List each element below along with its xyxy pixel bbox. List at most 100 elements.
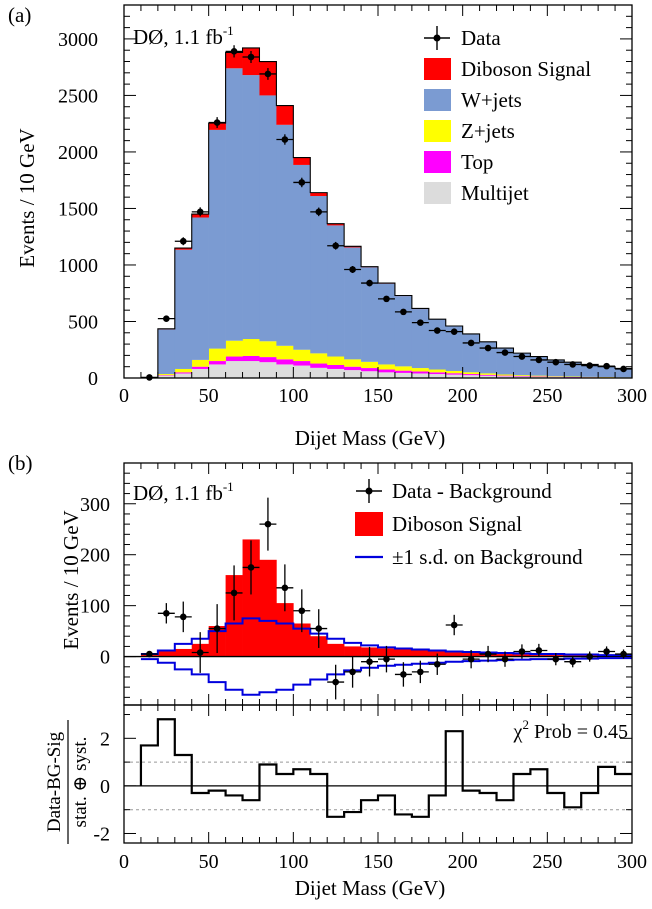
x-tick-label: 150 [363, 851, 393, 873]
panel-b-ratio-plot: 0 50 100 150 200 250 300 -2 0 2 χ2 Prob = 0.45 Da… [44, 704, 647, 900]
x-tick-label: 200 [448, 385, 478, 407]
panel-a-y-axis-title: Events / 10 GeV [15, 128, 39, 267]
y-tick-label: 2 [100, 728, 110, 750]
legend-label: Multijet [461, 181, 529, 205]
bar-multijet [327, 368, 345, 378]
panel-a-main-plot: 0 50 100 150 200 250 3000500100015002000250030… [15, 4, 647, 450]
bar-z-jets [513, 375, 531, 377]
bar-z-jets [310, 353, 328, 364]
bar-top [411, 371, 430, 374]
bar-top [428, 372, 447, 375]
panel-a-experiment-label: DØ, 1.1 fb-1 [133, 23, 234, 49]
bar-diboson-signal [157, 651, 176, 657]
x-tick-label: 150 [363, 385, 393, 407]
bar-diboson-signal [174, 648, 193, 657]
y-tick-label: 0 [100, 776, 110, 798]
bar-top [496, 375, 514, 377]
data-point [349, 266, 356, 273]
x-tick-label: 50 [199, 851, 219, 873]
panel-a-legend: Data Diboson Signal W+jets Z+jets Top Multije… [424, 26, 591, 205]
x-tick-label: 200 [448, 851, 478, 873]
data-point [163, 315, 170, 322]
data-point [433, 660, 441, 668]
bar-top [208, 361, 226, 365]
bar-multijet [310, 367, 328, 378]
data-point [603, 362, 610, 370]
data-point [281, 584, 289, 592]
ratio-axis-ticks: 0 50 100 150 200 250 300 -2 0 2 [93, 705, 647, 873]
panel-a-label: (a) [8, 3, 31, 27]
bar-w-jets [293, 164, 311, 350]
x-tick-label: 300 [617, 851, 647, 873]
legend-data-marker [433, 34, 441, 42]
bar-top [293, 361, 311, 366]
data-point [535, 356, 543, 364]
bar-z-jets [547, 376, 565, 377]
y-tick-label: 300 [80, 494, 110, 516]
bar-z-jets [225, 340, 243, 357]
legend-label: Top [461, 150, 493, 174]
panel-b-data-points [140, 497, 632, 700]
bar-z-jets [394, 366, 413, 371]
x-tick-label: 0 [119, 385, 129, 407]
background-band-upper [140, 617, 632, 657]
data-point [400, 308, 407, 316]
data-point [163, 609, 170, 617]
bar-diboson-signal [344, 246, 362, 248]
data-point [535, 647, 543, 654]
data-point [450, 621, 458, 629]
y-tick-label: 0 [100, 647, 110, 669]
data-point [332, 678, 339, 686]
legend-swatch [424, 151, 451, 173]
bar-w-jets [378, 283, 396, 365]
y-tick-label: 100 [80, 596, 110, 618]
bar-w-jets [615, 368, 633, 378]
legend-label: W+jets [461, 88, 522, 112]
bar-multijet [394, 372, 413, 378]
bar-w-jets [310, 196, 328, 354]
data-point [247, 564, 255, 571]
bar-diboson-signal [327, 643, 345, 657]
bar-z-jets [208, 348, 226, 362]
bar-diboson-signal [225, 52, 243, 69]
bar-top [242, 355, 260, 362]
bar-multijet [462, 375, 480, 378]
data-point [196, 649, 204, 656]
panel-b-label: (b) [8, 451, 33, 475]
data-point [484, 650, 492, 658]
y-tick-label: 500 [68, 311, 98, 333]
bar-z-jets [293, 349, 311, 362]
data-point [383, 295, 390, 303]
bar-multijet [411, 373, 430, 378]
data-point [467, 339, 475, 347]
bar-top [445, 373, 463, 375]
bar-diboson-signal [411, 650, 430, 657]
bar-multijet [428, 374, 447, 378]
bar-multijet [208, 364, 226, 378]
data-point [586, 362, 593, 369]
data-point [603, 648, 610, 655]
data-point [400, 671, 407, 678]
x-tick-label: 250 [532, 385, 562, 407]
bar-z-jets [496, 374, 514, 376]
bar-multijet [513, 376, 531, 378]
legend-swatch [355, 512, 383, 536]
y-tick-label: -2 [93, 823, 110, 845]
bar-multijet [361, 371, 379, 378]
data-point [569, 658, 577, 665]
data-point [484, 344, 492, 352]
bar-top [344, 366, 362, 371]
background-band-lower [140, 657, 632, 696]
bar-top [462, 374, 480, 376]
bar-w-jets [530, 356, 548, 376]
panel-b-legend: Data - Background Diboson Signal ±1 s.d. o… [355, 479, 583, 569]
bar-top [513, 376, 531, 377]
legend-swatch [424, 89, 451, 111]
data-point [433, 327, 441, 334]
data-point [552, 655, 560, 663]
bar-diboson-signal [276, 105, 294, 125]
bar-diboson-signal [327, 223, 345, 226]
bar-top [157, 375, 176, 376]
bar-top [310, 363, 328, 368]
bar-w-jets [191, 217, 209, 360]
